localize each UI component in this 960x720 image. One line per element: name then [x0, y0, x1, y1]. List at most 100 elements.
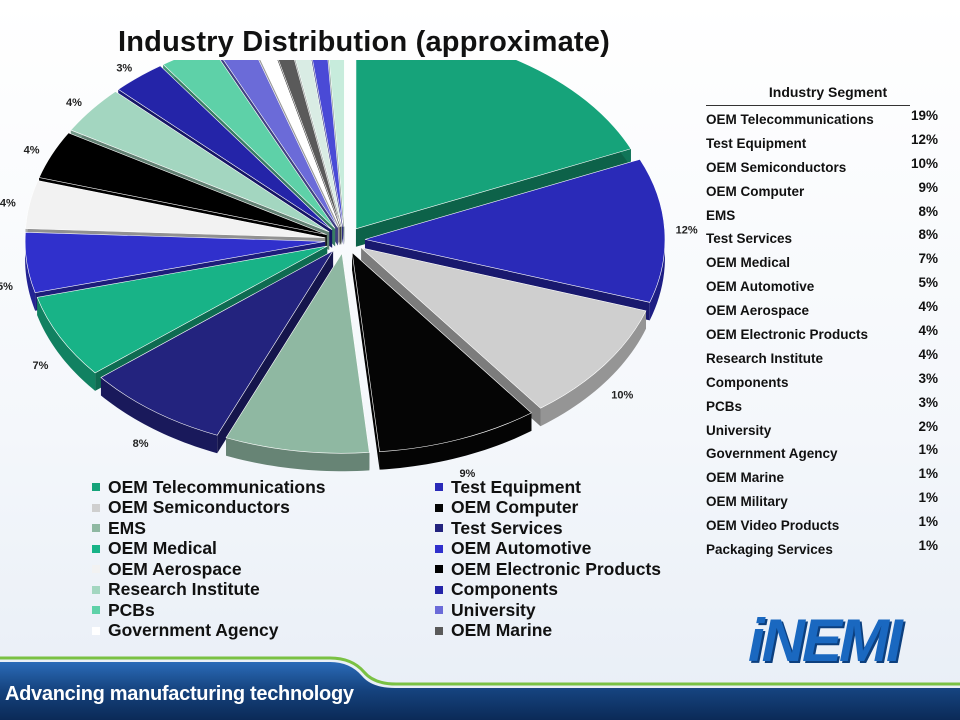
slice-label: 7%	[33, 360, 49, 372]
legend-item: Components	[435, 579, 695, 601]
segment-value: 4%	[918, 299, 938, 315]
segment-label: Test Equipment	[706, 135, 807, 151]
legend-label: Test Services	[451, 517, 563, 538]
pie-chart: 19%12%10%9%8%8%7%5%4%4%4%3%3%2%1%1%1%1%1…	[0, 60, 698, 480]
legend-label: OEM Marine	[451, 620, 553, 641]
segment-label: OEM Semiconductors	[706, 159, 847, 175]
table-row: Test Equipment 12%	[706, 132, 938, 160]
segment-label: OEM Aerospace	[706, 303, 810, 319]
legend-swatch	[435, 606, 443, 615]
table-row: EMS 8%	[706, 204, 938, 232]
table-row: OEM Computer 9%	[706, 180, 938, 208]
legend-swatch	[92, 524, 100, 533]
legend-item: EMS	[92, 518, 435, 539]
legend-swatch	[435, 626, 443, 635]
table-row: Government Agency 1%	[706, 442, 938, 470]
segment-label: University	[706, 422, 772, 438]
legend-swatch	[435, 503, 443, 512]
slice-label: 10%	[611, 389, 633, 401]
legend-item: Research Institute	[92, 579, 435, 601]
segment-value: 1%	[918, 490, 938, 506]
legend-swatch	[435, 585, 443, 594]
legend-label: PCBs	[108, 599, 155, 620]
table-row: PCBs 3%	[706, 395, 938, 423]
pie-slice	[100, 249, 334, 454]
legend-label: Components	[451, 579, 558, 600]
legend-item: OEM Telecommunications	[92, 477, 435, 498]
legend-item: Government Agency	[92, 620, 435, 642]
industry-segment-table: Industry Segment OEM Telecommunications 1…	[706, 84, 938, 566]
legend-swatch	[92, 585, 100, 594]
chart-legend: OEM Telecommunications Test Equipment OEM …	[92, 477, 702, 641]
segment-label: OEM Medical	[706, 255, 791, 271]
legend-label: OEM Medical	[108, 538, 217, 559]
segment-label: Components	[706, 374, 789, 390]
segment-value: 10%	[910, 155, 938, 171]
legend-item: OEM Marine	[435, 620, 695, 642]
table-row: OEM Electronic Products 4%	[706, 323, 938, 351]
segment-value: 1%	[918, 514, 938, 530]
slice-label: 8%	[133, 438, 149, 450]
segment-label: OEM Video Products	[706, 518, 840, 534]
table-row: OEM Marine 1%	[706, 466, 938, 494]
table-row: OEM Semiconductors 10%	[706, 156, 938, 184]
legend-swatch	[92, 565, 100, 574]
legend-item: Test Equipment	[435, 477, 695, 498]
legend-swatch	[435, 524, 443, 533]
slice-label: 5%	[0, 281, 13, 293]
segment-value: 19%	[910, 108, 938, 123]
segment-value: 3%	[918, 370, 938, 386]
slice-label: 3%	[116, 62, 132, 74]
inemi-logo: iNEMI	[748, 607, 903, 674]
legend-swatch	[435, 565, 443, 574]
slice-label: 9%	[459, 468, 475, 480]
segment-value: 1%	[918, 538, 938, 554]
legend-label: Government Agency	[108, 620, 279, 641]
legend-item: OEM Semiconductors	[92, 497, 435, 519]
segment-value: 4%	[918, 323, 938, 339]
segment-label: OEM Telecommunications	[706, 112, 874, 127]
table-row: Research Institute 4%	[706, 347, 938, 375]
legend-label: OEM Aerospace	[108, 558, 242, 579]
legend-item: PCBs	[92, 600, 435, 621]
segment-label: Government Agency	[706, 446, 838, 462]
legend-label: University	[451, 599, 536, 620]
footer-tagline: Advancing manufacturing technology	[5, 683, 354, 705]
footer-banner	[0, 656, 960, 720]
segment-value: 8%	[918, 227, 938, 243]
segment-value: 9%	[918, 179, 938, 195]
segment-value: 4%	[918, 346, 938, 362]
slice-label: 12%	[676, 225, 698, 237]
legend-item: Test Services	[435, 518, 695, 539]
table-row: Packaging Services 1%	[706, 538, 938, 566]
pie-slice	[225, 252, 370, 472]
pie-slice	[351, 251, 532, 470]
legend-swatch	[92, 606, 100, 615]
table-row: OEM Military 1%	[706, 490, 938, 518]
segment-label: OEM Electronic Products	[706, 327, 869, 343]
segment-label: Packaging Services	[706, 542, 833, 558]
legend-item: OEM Electronic Products	[435, 559, 695, 580]
segment-label: OEM Marine	[706, 470, 785, 486]
segment-value: 1%	[918, 466, 938, 482]
table-row: OEM Video Products 1%	[706, 514, 938, 542]
slice-label: 4%	[0, 197, 16, 209]
segment-label: PCBs	[706, 398, 743, 414]
table-row: Components 3%	[706, 371, 938, 399]
segment-value: 2%	[918, 418, 938, 434]
legend-label: Test Equipment	[451, 476, 581, 497]
legend-swatch	[92, 503, 100, 512]
legend-swatch	[92, 626, 100, 635]
segment-value: 7%	[918, 251, 938, 267]
legend-label: OEM Computer	[451, 497, 579, 518]
segment-label: Test Services	[706, 231, 793, 247]
legend-label: OEM Semiconductors	[108, 497, 290, 518]
legend-swatch	[435, 483, 443, 492]
legend-item: OEM Computer	[435, 497, 695, 519]
slide-title: Industry Distribution (approximate)	[118, 26, 610, 58]
segment-label: EMS	[706, 207, 736, 223]
slice-label: 4%	[24, 145, 40, 157]
table-row: OEM Automotive 5%	[706, 275, 938, 303]
legend-label: OEM Telecommunications	[108, 476, 326, 497]
table-row: OEM Medical 7%	[706, 251, 938, 279]
